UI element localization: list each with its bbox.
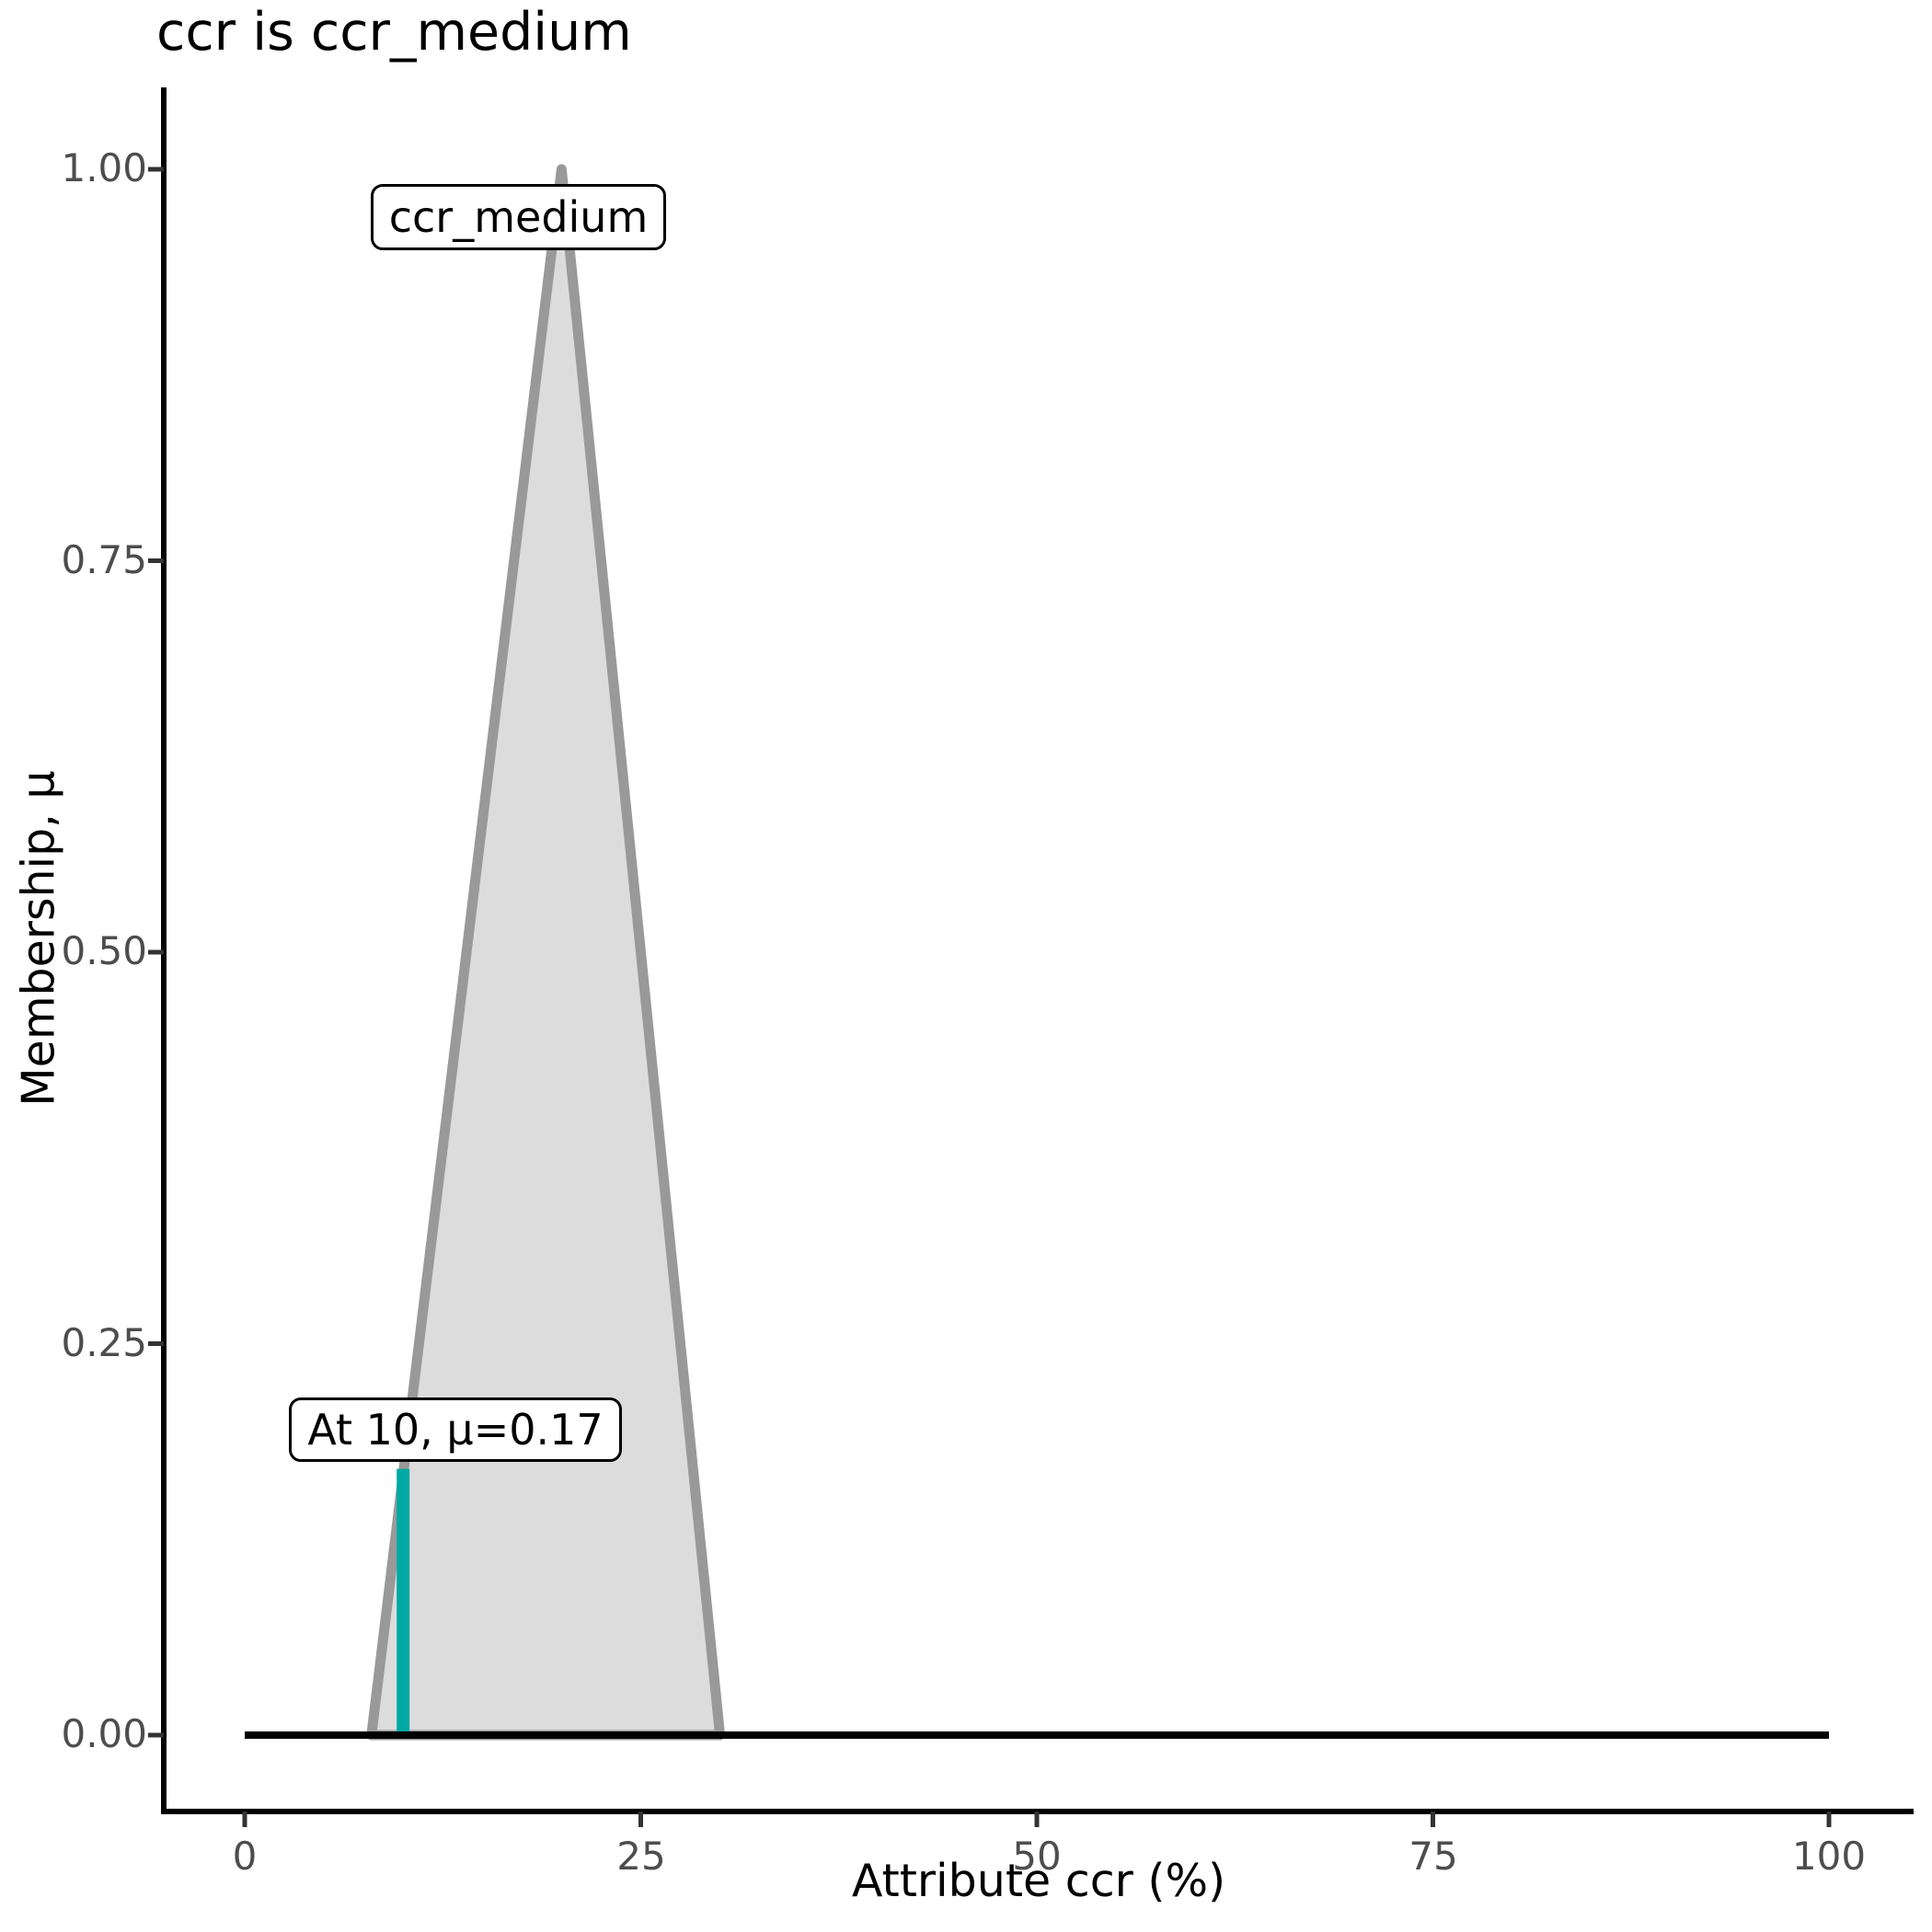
x-tick-label-0: 0 — [232, 1834, 258, 1879]
y-tick-label-0.50: 0.50 — [61, 928, 147, 973]
x-tick-label-75: 75 — [1409, 1834, 1458, 1879]
membership-function-area — [366, 164, 726, 1741]
x-tick-label-100: 100 — [1791, 1834, 1867, 1879]
x-axis-title: Attribute ccr (%) — [851, 1855, 1226, 1907]
y-axis-tick-marks — [148, 167, 164, 1738]
chart-title: ccr is ccr_medium — [156, 2, 632, 63]
set-name-annotation: ccr_medium — [371, 184, 666, 250]
x-tick-label-50: 50 — [1012, 1834, 1062, 1879]
x-tick-label-25: 25 — [616, 1834, 666, 1879]
y-tick-label-0.00: 0.00 — [61, 1711, 147, 1756]
y-tick-label-1.00: 1.00 — [61, 145, 147, 190]
query-result-annotation: At 10, μ=0.17 — [289, 1397, 622, 1462]
y-tick-label-0.75: 0.75 — [61, 537, 147, 582]
x-axis-tick-marks — [242, 1811, 1832, 1827]
y-tick-label-0.25: 0.25 — [61, 1320, 147, 1365]
